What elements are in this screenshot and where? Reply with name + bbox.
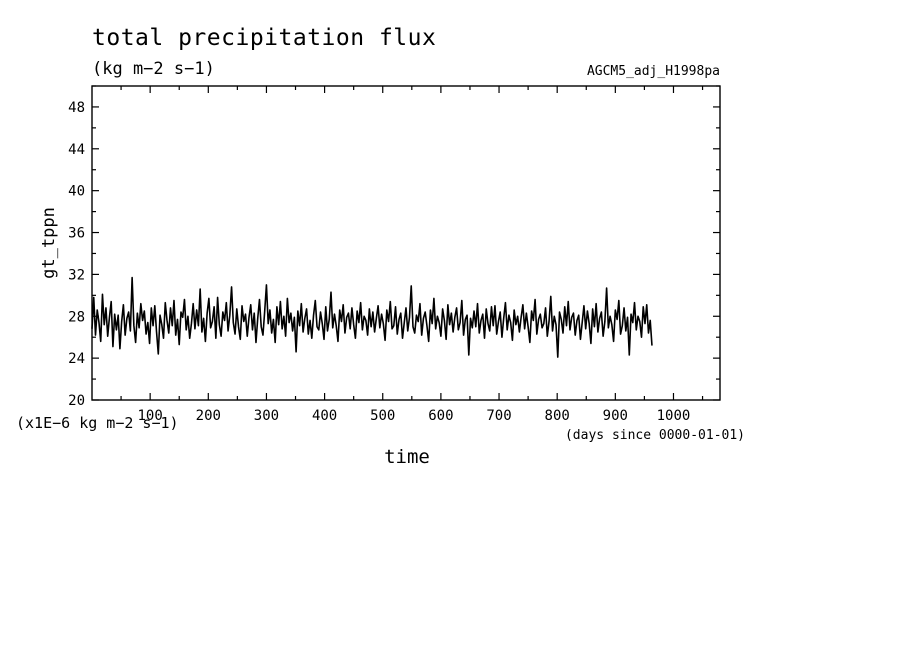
- x-tick-label: 200: [196, 408, 221, 424]
- plot-frame: [91, 85, 721, 401]
- y-scale-note: (x1E−6 kg m−2 s−1): [16, 414, 179, 432]
- y-tick-label: 28: [68, 309, 85, 325]
- y-tick-label: 24: [68, 351, 85, 367]
- chart-title: total precipitation flux: [92, 25, 436, 51]
- x-tick-label: 300: [254, 408, 279, 424]
- y-tick-label: 44: [68, 142, 85, 158]
- x-tick-label: 1000: [657, 408, 691, 424]
- y-tick-label: 32: [68, 267, 85, 283]
- series-line: [91, 276, 653, 358]
- x-tick-label: 100: [137, 408, 162, 424]
- chart-units: (kg m−2 s−1): [92, 59, 215, 79]
- y-tick-label: 48: [68, 100, 85, 116]
- x-tick-label: 700: [486, 408, 511, 424]
- tick-labels: 20 24 28 32 36 40 44 48 100 200 300 400 500 600 700 800…: [68, 100, 690, 424]
- y-axis-label: gt_tppn: [39, 207, 59, 279]
- x-units-label: (days since 0000-01-01): [565, 428, 745, 443]
- y-tick-label: 40: [68, 184, 85, 200]
- x-tick-label: 800: [545, 408, 570, 424]
- x-tick-label: 400: [312, 408, 337, 424]
- x-tick-label: 900: [603, 408, 628, 424]
- x-tick-label: 600: [428, 408, 453, 424]
- x-tick-label: 500: [370, 408, 395, 424]
- y-tick-label: 36: [68, 226, 85, 242]
- experiment-label: AGCM5_adj_H1998pa: [587, 64, 720, 79]
- axis-ticks: [92, 85, 720, 401]
- y-tick-label: 20: [68, 393, 85, 409]
- x-axis-label: time: [384, 446, 430, 468]
